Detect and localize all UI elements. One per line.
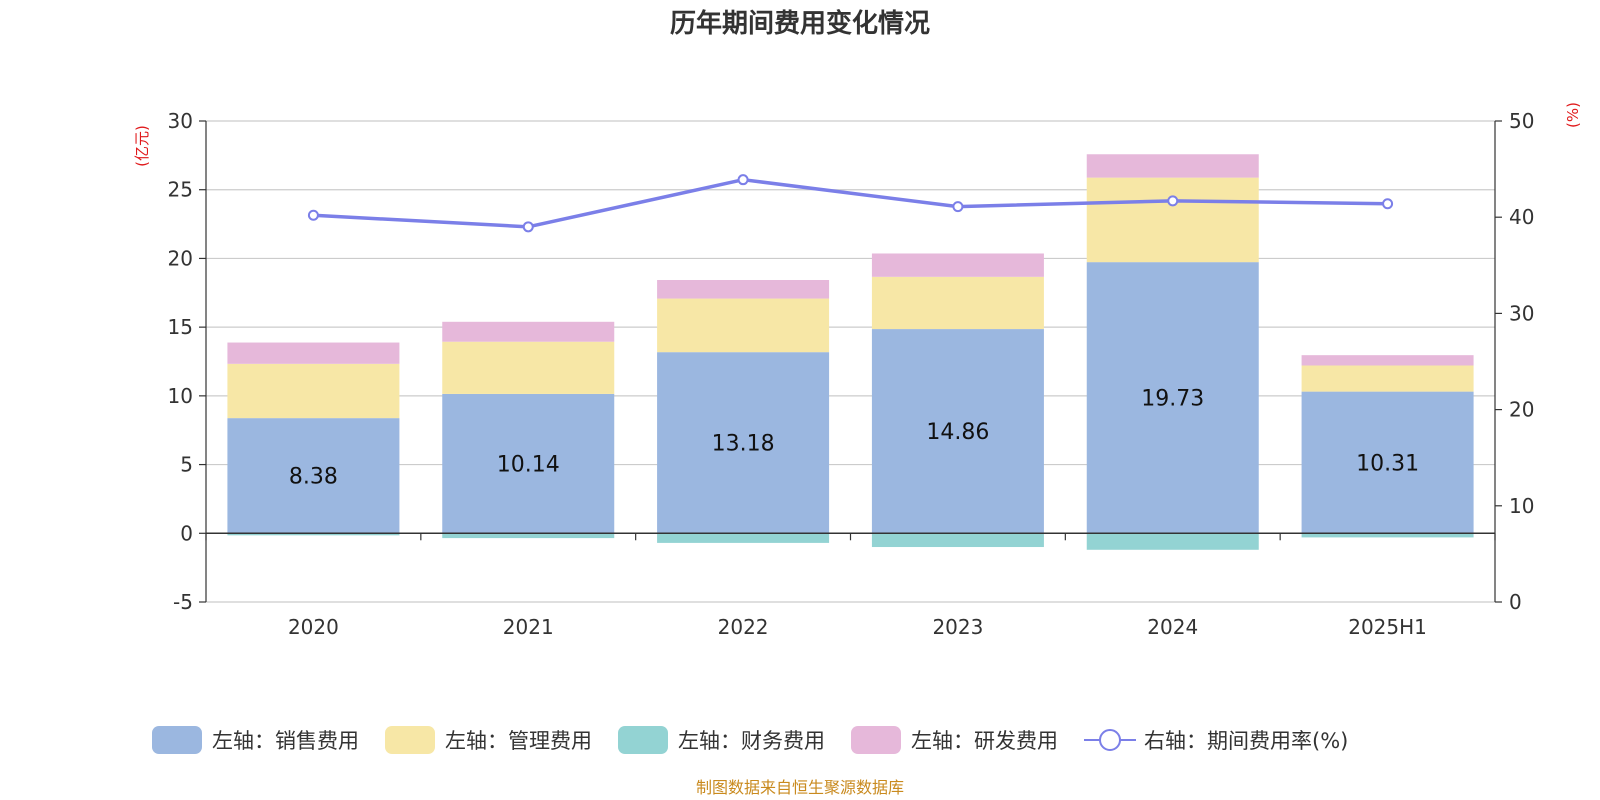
bar-sales	[871, 329, 1044, 534]
bar-sales	[657, 352, 830, 534]
legend-item-admin: 左轴：管理费用	[385, 726, 592, 754]
left-tick-label: 5	[180, 453, 193, 477]
bar-rd	[871, 253, 1044, 277]
right-axis-unit: (%)	[1564, 102, 1582, 128]
legend-swatch-admin	[385, 726, 435, 754]
legend-item-finance: 左轴：财务费用	[618, 726, 825, 754]
rate-line-series	[307, 174, 1394, 233]
right-tick-label: 0	[1509, 590, 1522, 614]
left-tick-label: -5	[173, 590, 193, 614]
bar-finance	[442, 533, 615, 539]
legend-swatch-sales	[152, 726, 202, 754]
sales-value-label: 13.18	[712, 432, 775, 457]
grid-lines	[206, 120, 1495, 603]
legend-label: 左轴：研发费用	[911, 729, 1058, 753]
left-axis-unit: (亿元)	[133, 125, 151, 167]
legend-marker-icon	[1099, 729, 1121, 751]
rate-line	[313, 177, 1388, 229]
legend-label: 右轴：期间费用率(%)	[1144, 729, 1348, 753]
axes: -5 0 5 10 15 20 25 30 0 10 20 30 40 50 2020 2021 2022 202…	[168, 109, 1535, 639]
sales-value-label: 10.14	[497, 453, 560, 478]
bar-sales	[1086, 262, 1259, 534]
bar-sales	[442, 393, 615, 534]
x-tick-label: 2023	[932, 615, 983, 639]
bar-finance	[227, 533, 400, 536]
chart-title: 历年期间费用变化情况	[670, 8, 930, 39]
bar-rd	[1086, 154, 1259, 178]
bar-finance	[1086, 533, 1259, 550]
bar-finance	[1301, 533, 1474, 538]
source-note: 制图数据来自恒生聚源数据库	[696, 778, 904, 797]
legend-label: 左轴：财务费用	[678, 729, 825, 753]
bar-admin	[871, 276, 1044, 330]
bar-admin	[227, 363, 400, 419]
sales-value-label: 14.86	[926, 420, 989, 445]
bar-finance	[871, 533, 1044, 548]
bar-admin	[1301, 365, 1474, 392]
rate-point	[522, 221, 534, 233]
bar-admin	[1086, 177, 1259, 263]
rate-point	[307, 209, 319, 221]
x-tick-label: 2022	[718, 615, 769, 639]
sales-value-label: 10.31	[1356, 451, 1419, 476]
x-tick-label: 2025H1	[1348, 615, 1427, 639]
left-tick-label: 10	[168, 384, 193, 408]
left-tick-label: 20	[168, 246, 193, 270]
bars	[227, 154, 1474, 550]
legend-label: 左轴：销售费用	[212, 729, 359, 753]
right-tick-label: 10	[1509, 494, 1534, 518]
legend-swatch-rd	[851, 726, 901, 754]
bar-finance	[657, 533, 830, 543]
x-tick-label: 2024	[1147, 615, 1198, 639]
right-tick-label: 30	[1509, 301, 1534, 325]
legend-label: 左轴：管理费用	[445, 729, 592, 753]
bar-rd	[227, 342, 400, 364]
rate-point	[952, 201, 964, 213]
bar-sales	[227, 418, 400, 534]
legend-swatch-finance	[618, 726, 668, 754]
bar-admin	[657, 298, 830, 353]
rate-point	[1167, 195, 1179, 207]
bar-admin	[442, 341, 615, 394]
left-tick-label: 25	[168, 178, 193, 202]
sales-value-label: 8.38	[289, 465, 338, 490]
right-tick-label: 50	[1509, 109, 1534, 133]
x-tick-label: 2021	[503, 615, 554, 639]
legend-item-sales: 左轴：销售费用	[152, 726, 359, 754]
legend-item-rd: 左轴：研发费用	[851, 726, 1058, 754]
bar-rd	[1301, 355, 1474, 366]
rate-point	[737, 174, 749, 186]
data-labels: 8.38 10.14 13.18 14.86 19.73 10.31	[289, 387, 1419, 490]
left-tick-label: 0	[180, 521, 193, 545]
legend: 左轴：销售费用 左轴：管理费用 左轴：财务费用 左轴：研发费用 右轴：期间费用率(%)	[152, 726, 1348, 754]
left-tick-label: 15	[168, 315, 193, 339]
bar-rd	[442, 321, 615, 342]
right-tick-label: 20	[1509, 398, 1534, 422]
right-tick-label: 40	[1509, 205, 1534, 229]
left-tick-label: 30	[168, 109, 193, 133]
legend-item-rate: 右轴：期间费用率(%)	[1084, 729, 1348, 753]
x-tick-label: 2020	[288, 615, 339, 639]
sales-value-label: 19.73	[1141, 387, 1204, 412]
bar-rd	[657, 280, 830, 299]
rate-point	[1382, 198, 1394, 210]
bar-sales	[1301, 391, 1474, 534]
